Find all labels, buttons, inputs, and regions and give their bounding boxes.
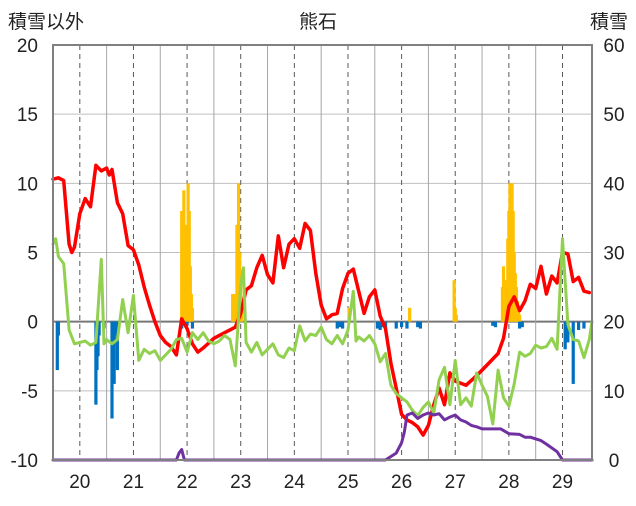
x-tick-label: 23 (230, 472, 251, 493)
x-tick-label: 21 (123, 472, 144, 493)
snowfall-bar (454, 314, 458, 322)
temperature-line (51, 163, 592, 437)
negative-bar (418, 321, 422, 329)
frame-layer (52, 44, 593, 461)
snowfall-bar (235, 224, 239, 322)
x-tick-label: 29 (552, 472, 573, 493)
right-tick-label: 30 (603, 244, 624, 265)
snowfall-bar (501, 266, 506, 322)
negative-bar (400, 321, 404, 328)
negative-bar (576, 321, 581, 330)
negative-bar (190, 321, 195, 329)
negative-bar (110, 321, 114, 419)
snow-depth-line (51, 411, 594, 462)
left-tick-label: -5 (21, 382, 38, 403)
bars-layer (55, 183, 586, 419)
negative-bar (563, 321, 567, 350)
left-tick-label: 15 (17, 105, 38, 126)
negative-bar (520, 321, 524, 328)
right-tick-label: 60 (603, 36, 624, 57)
negative-bar (491, 321, 495, 326)
negative-bar (341, 321, 345, 329)
snowfall-bar (408, 307, 412, 322)
negative-bar (56, 321, 60, 336)
snowfall-bar (190, 307, 195, 322)
negative-bar (566, 321, 570, 343)
x-tick-label: 24 (284, 472, 306, 493)
left-tick-label: 5 (27, 244, 38, 265)
negative-bar (375, 321, 380, 329)
right-axis-label: 積雪 (590, 11, 628, 33)
negative-bar (115, 321, 119, 371)
negative-bar (378, 321, 382, 330)
x-tick-label: 28 (498, 472, 519, 493)
negative-bar (571, 321, 575, 384)
negative-bar (493, 321, 498, 328)
left-axis-label: 積雪以外 (8, 11, 84, 33)
negative-bar (335, 321, 339, 329)
right-tick-label: 0 (609, 451, 620, 472)
negative-bar (96, 321, 100, 357)
snowfall-bar (184, 238, 188, 322)
x-tick-label: 25 (337, 472, 358, 493)
negative-bar (416, 321, 420, 328)
snowfall-bar (187, 211, 191, 322)
x-tick-label: 26 (391, 472, 412, 493)
negative-bar (519, 321, 523, 326)
x-tick-label: 22 (177, 472, 198, 493)
snowfall-bar (233, 294, 237, 322)
chart-title: 熊石 (299, 11, 337, 33)
left-tick-label: 0 (27, 313, 38, 334)
negative-bar (113, 321, 117, 336)
right-tick-label: 10 (603, 382, 624, 403)
left-tick-label: 20 (17, 36, 38, 57)
negative-bar (582, 321, 586, 329)
x-tick-label: 20 (69, 472, 90, 493)
right-tick-label: 40 (603, 174, 624, 195)
negative-bar (394, 321, 398, 329)
other-line (51, 237, 594, 426)
tick-labels-layer: -10 -5 0 5 10 15 20 0 10 20 30 40 50 60 20 21 22 23 24 25 26… (11, 36, 625, 493)
negative-bar (185, 321, 189, 326)
left-tick-label: 10 (17, 174, 38, 195)
snowfall-bar (189, 294, 193, 322)
negative-bar (55, 321, 59, 371)
x-tick-label: 27 (445, 472, 466, 493)
negative-bar (405, 321, 409, 329)
negative-bar (97, 321, 101, 336)
right-tick-label: 50 (603, 105, 624, 126)
snowfall-bar (231, 294, 235, 322)
negative-bar (338, 321, 342, 328)
right-tick-label: 20 (603, 313, 624, 334)
negative-bar (112, 321, 116, 384)
left-tick-label: -10 (11, 451, 38, 472)
plot-frame (52, 44, 593, 461)
snowfall-bar (452, 280, 456, 322)
snowfall-bar (517, 314, 522, 322)
lines-layer (51, 163, 594, 462)
